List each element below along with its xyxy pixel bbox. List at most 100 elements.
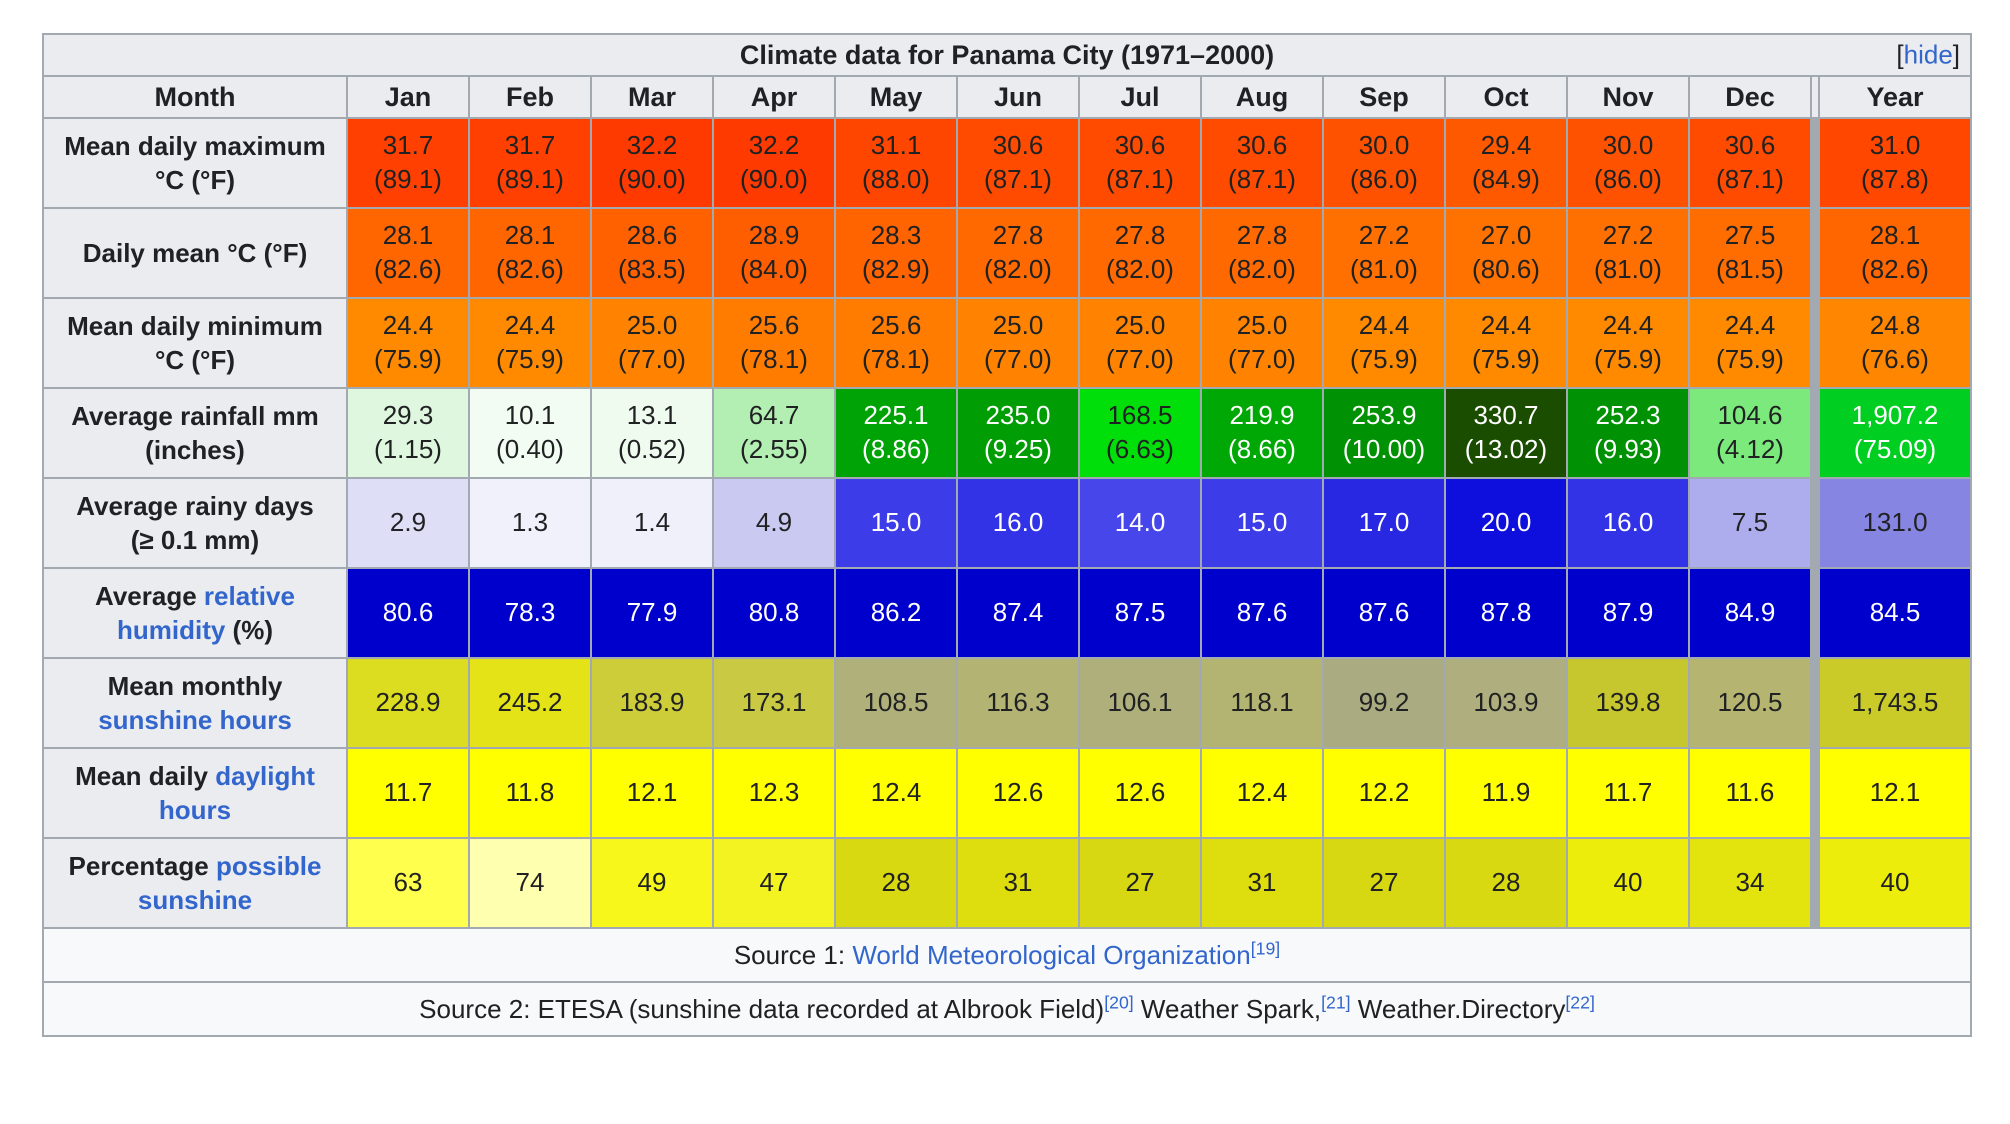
climate-data-table: Climate data for Panama City (1971–2000)… <box>41 33 1973 1037</box>
row-label-mean-daily-minimum: Mean daily minimum °C (°F) <box>42 297 348 389</box>
cell-mean-daily-minimum-jul: 25.0 (77.0) <box>1078 297 1202 389</box>
row-average-rainy-days: Average rainy days (≥ 0.1 mm) 2.9 1.3 1.4 4.… <box>42 477 1973 569</box>
cell-mean-monthly-sunshine-hours-sep: 99.2 <box>1322 657 1446 749</box>
cell-mean-daily-daylight-hours-mar: 12.1 <box>590 747 714 839</box>
cell-mean-daily-maximum-feb: 31.7 (89.1) <box>468 117 592 209</box>
cell-average-rainy-days-dec: 7.5 <box>1688 477 1812 569</box>
label-text: Mean daily maximum °C (°F) <box>64 130 326 195</box>
year-separator <box>1810 657 1820 749</box>
cell-daily-mean-apr: 28.9 (84.0) <box>712 207 836 299</box>
cell-daily-mean-aug: 27.8 (82.0) <box>1200 207 1324 299</box>
cell-mean-daily-minimum-aug: 25.0 (77.0) <box>1200 297 1324 389</box>
cell-average-rainy-days-year: 131.0 <box>1817 477 1973 569</box>
source-2-text: Weather.Directory <box>1350 993 1566 1024</box>
column-header-sep: Sep <box>1322 75 1446 119</box>
source-2-ref-link[interactable]: [22] <box>1565 991 1595 1012</box>
column-header-jun: Jun <box>956 75 1080 119</box>
row-label-average-rainy-days: Average rainy days (≥ 0.1 mm) <box>42 477 348 569</box>
cell-daily-mean-jan: 28.1 (82.6) <box>346 207 470 299</box>
column-header-oct: Oct <box>1444 75 1568 119</box>
cell-mean-daily-maximum-jun: 30.6 (87.1) <box>956 117 1080 209</box>
cell-mean-daily-minimum-feb: 24.4 (75.9) <box>468 297 592 389</box>
cell-average-rainy-days-oct: 20.0 <box>1444 477 1568 569</box>
label-text: Average rainfall mm (inches) <box>71 400 319 465</box>
cell-average-rainfall-apr: 64.7 (2.55) <box>712 387 836 479</box>
cell-average-relative-humidity-feb: 78.3 <box>468 567 592 659</box>
cell-mean-daily-minimum-mar: 25.0 (77.0) <box>590 297 714 389</box>
cell-percentage-possible-sunshine-may: 28 <box>834 837 958 929</box>
cell-average-relative-humidity-jun: 87.4 <box>956 567 1080 659</box>
column-header-nov: Nov <box>1566 75 1690 119</box>
year-separator <box>1810 207 1820 299</box>
source-2-cell: Source 2: ETESA (sunshine data recorded … <box>41 981 1973 1037</box>
cell-percentage-possible-sunshine-oct: 28 <box>1444 837 1568 929</box>
column-header-apr: Apr <box>712 75 836 119</box>
cell-average-rainfall-jan: 29.3 (1.15) <box>346 387 470 479</box>
cell-mean-monthly-sunshine-hours-mar: 183.9 <box>590 657 714 749</box>
mean-monthly-sunshine-hours-link[interactable]: sunshine hours <box>98 705 292 735</box>
cell-average-rainfall-jul: 168.5 (6.63) <box>1078 387 1202 479</box>
row-label-mean-monthly-sunshine-hours: Mean monthly sunshine hours <box>42 657 348 749</box>
cell-mean-monthly-sunshine-hours-aug: 118.1 <box>1200 657 1324 749</box>
label-text: Mean monthly <box>107 670 283 701</box>
column-header-month: Month <box>42 75 348 119</box>
cell-mean-daily-maximum-mar: 32.2 (90.0) <box>590 117 714 209</box>
cell-percentage-possible-sunshine-jul: 27 <box>1078 837 1202 929</box>
cell-mean-daily-maximum-apr: 32.2 (90.0) <box>712 117 836 209</box>
cell-percentage-possible-sunshine-apr: 47 <box>712 837 836 929</box>
column-header-jan: Jan <box>346 75 470 119</box>
cell-mean-daily-daylight-hours-oct: 11.9 <box>1444 747 1568 839</box>
row-mean-daily-daylight-hours: Mean daily daylight hours 11.7 11.8 12.1 12.… <box>42 747 1973 839</box>
source-1-ref-link[interactable]: [19] <box>1250 937 1281 958</box>
row-mean-monthly-sunshine-hours: Mean monthly sunshine hours 228.9 245.2 183… <box>42 657 1973 749</box>
cell-average-relative-humidity-apr: 80.8 <box>712 567 836 659</box>
source-2-row: Source 2: ETESA (sunshine data recorded … <box>41 981 1973 1037</box>
source-2-ref-link[interactable]: [20] <box>1104 991 1134 1012</box>
source-2-ref-link[interactable]: [21] <box>1321 991 1351 1012</box>
cell-mean-monthly-sunshine-hours-nov: 139.8 <box>1566 657 1690 749</box>
hide-link[interactable]: hide <box>1903 39 1953 70</box>
row-daily-mean: Daily mean °C (°F) 28.1 (82.6) 28.1 (82.6)… <box>42 207 1973 299</box>
cell-average-rainfall-oct: 330.7 (13.02) <box>1444 387 1568 479</box>
cell-percentage-possible-sunshine-jan: 63 <box>346 837 470 929</box>
cell-daily-mean-dec: 27.5 (81.5) <box>1688 207 1812 299</box>
cell-average-rainfall-nov: 252.3 (9.93) <box>1566 387 1690 479</box>
cell-mean-monthly-sunshine-hours-may: 108.5 <box>834 657 958 749</box>
cell-mean-monthly-sunshine-hours-jul: 106.1 <box>1078 657 1202 749</box>
cell-mean-monthly-sunshine-hours-oct: 103.9 <box>1444 657 1568 749</box>
cell-mean-monthly-sunshine-hours-jan: 228.9 <box>346 657 470 749</box>
label-text: Mean daily <box>75 760 216 791</box>
cell-average-rainy-days-nov: 16.0 <box>1566 477 1690 569</box>
cell-mean-daily-daylight-hours-nov: 11.7 <box>1566 747 1690 839</box>
label-text: Daily mean °C (°F) <box>82 237 308 268</box>
cell-mean-monthly-sunshine-hours-feb: 245.2 <box>468 657 592 749</box>
source-2-text: Source 2: ETESA (sunshine data recorded … <box>419 993 1105 1024</box>
year-separator <box>1810 297 1820 389</box>
source-1-link[interactable]: World Meteorological Organization <box>852 939 1251 970</box>
cell-mean-daily-daylight-hours-jul: 12.6 <box>1078 747 1202 839</box>
year-separator <box>1810 75 1820 119</box>
cell-average-relative-humidity-oct: 87.8 <box>1444 567 1568 659</box>
cell-average-relative-humidity-dec: 84.9 <box>1688 567 1812 659</box>
cell-percentage-possible-sunshine-aug: 31 <box>1200 837 1324 929</box>
cell-mean-daily-daylight-hours-may: 12.4 <box>834 747 958 839</box>
cell-percentage-possible-sunshine-mar: 49 <box>590 837 714 929</box>
cell-mean-daily-minimum-apr: 25.6 (78.1) <box>712 297 836 389</box>
cell-mean-daily-maximum-nov: 30.0 (86.0) <box>1566 117 1690 209</box>
cell-average-relative-humidity-jul: 87.5 <box>1078 567 1202 659</box>
mean-daily-daylight-hours-link[interactable]: daylight hours <box>158 760 315 825</box>
cell-average-rainfall-mar: 13.1 (0.52) <box>590 387 714 479</box>
cell-mean-daily-daylight-hours-aug: 12.4 <box>1200 747 1324 839</box>
cell-mean-monthly-sunshine-hours-jun: 116.3 <box>956 657 1080 749</box>
cell-mean-daily-minimum-jan: 24.4 (75.9) <box>346 297 470 389</box>
percentage-possible-sunshine-link[interactable]: possible sunshine <box>137 850 322 915</box>
cell-daily-mean-oct: 27.0 (80.6) <box>1444 207 1568 299</box>
label-text: Average <box>95 580 204 611</box>
year-separator <box>1810 387 1820 479</box>
cell-percentage-possible-sunshine-jun: 31 <box>956 837 1080 929</box>
page-body: Climate data for Panama City (1971–2000)… <box>41 33 1973 1037</box>
cell-mean-daily-minimum-may: 25.6 (78.1) <box>834 297 958 389</box>
hide-bracket-close: ] <box>1952 39 1961 70</box>
cell-average-rainy-days-sep: 17.0 <box>1322 477 1446 569</box>
average-relative-humidity-link[interactable]: relative humidity <box>116 580 295 645</box>
